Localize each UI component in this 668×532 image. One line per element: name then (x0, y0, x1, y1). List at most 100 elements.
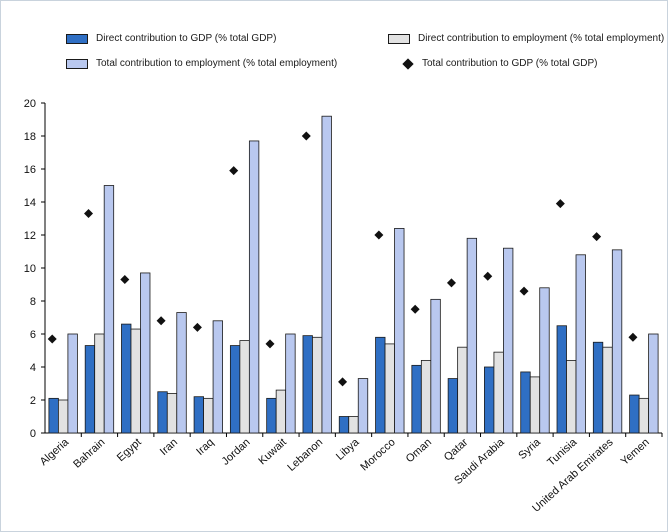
bar-kuwait-s2 (285, 333, 296, 434)
bar-iraq-s1 (203, 397, 214, 434)
legend-label-direct-employment: Direct contribution to employment (% tot… (418, 33, 665, 44)
bar-iran-s0 (157, 391, 168, 434)
chart-markers (47, 131, 638, 387)
y-tick-label-4: 4 (30, 362, 36, 374)
marker-jordan (229, 166, 239, 176)
x-tick-label-morocco: Morocco (358, 436, 397, 473)
bar-syria-s0 (520, 371, 531, 434)
bar-bahrain-s0 (84, 345, 96, 434)
marker-syria (519, 286, 529, 296)
bar-saudi-arabia-s2 (503, 247, 514, 434)
bar-oman-s1 (420, 359, 432, 434)
bar-oman-s2 (430, 298, 441, 434)
bar-libya-s2 (357, 378, 369, 434)
bar-yemen-s2 (648, 333, 659, 434)
marker-iraq (192, 322, 202, 332)
x-tick-label-qatar: Qatar (442, 436, 471, 464)
bar-morocco-s0 (375, 336, 386, 434)
bar-iraq-s0 (193, 396, 204, 434)
bar-qatar-s1 (457, 346, 468, 434)
marker-egypt (120, 275, 130, 285)
marker-libya (338, 377, 348, 387)
bar-egypt-s0 (121, 323, 132, 434)
bar-yemen-s1 (638, 397, 650, 434)
y-tick-label-6: 6 (30, 329, 36, 341)
bar-lebanon-s2 (321, 115, 332, 434)
bar-morocco-s1 (384, 343, 395, 434)
x-tick-label-iraq: Iraq (194, 436, 216, 458)
bar-tunisia-s1 (566, 359, 577, 434)
bar-qatar-s0 (447, 378, 459, 434)
bar-algeria-s2 (67, 333, 78, 434)
marker-bahrain (84, 209, 94, 219)
y-tick-label-12: 12 (24, 230, 36, 242)
legend-label-total-employment: Total contribution to employment (% tota… (96, 58, 338, 69)
marker-oman (410, 304, 420, 314)
bar-saudi-arabia-s1 (493, 351, 504, 434)
x-tick-label-egypt: Egypt (115, 436, 144, 464)
legend-swatch-direct-employment (388, 33, 410, 44)
marker-saudi-arabia (483, 271, 493, 281)
marker-yemen (628, 332, 638, 342)
y-tick-label-18: 18 (24, 131, 36, 143)
bar-kuwait-s1 (275, 389, 287, 434)
x-tick-label-tunisia: Tunisia (545, 436, 580, 469)
bar-kuwait-s0 (266, 397, 277, 434)
bar-libya-s0 (338, 416, 350, 434)
y-tick-label-14: 14 (24, 197, 36, 209)
x-tick-label-kuwait: Kuwait (256, 436, 289, 467)
marker-kuwait (265, 339, 275, 349)
marker-united-arab-emirates (592, 232, 602, 242)
chart-legend: Direct contribution to GDP (% total GDP)… (0, 0, 668, 90)
chart-labels: 0 2 4 6 8 10 12 14 16 18 20 Algeria Bahrain Egypt Iran… (24, 98, 652, 515)
bar-united-arab-emirates-s2 (611, 249, 623, 434)
x-tick-label-algeria: Algeria (38, 436, 72, 468)
legend-swatch-direct-gdp (66, 33, 88, 44)
x-tick-label-jordan: Jordan (220, 436, 253, 467)
bar-united-arab-emirates-s1 (602, 346, 613, 434)
legend-item-total-gdp: Total contribution to GDP (% total GDP) (402, 57, 597, 70)
bar-jordan-s2 (248, 140, 260, 434)
y-tick-label-0: 0 (30, 428, 36, 440)
bar-bahrain-s1 (94, 333, 105, 434)
y-tick-label-8: 8 (30, 296, 36, 308)
y-tick-label-16: 16 (24, 164, 36, 176)
bar-libya-s1 (348, 416, 359, 434)
marker-tunisia (555, 199, 565, 209)
bar-jordan-s1 (239, 340, 250, 434)
legend-item-direct-employment: Direct contribution to employment (% tot… (388, 33, 664, 44)
bar-iran-s1 (166, 392, 178, 434)
bar-yemen-s0 (629, 394, 640, 434)
bar-iraq-s2 (212, 320, 223, 434)
legend-label-direct-gdp: Direct contribution to GDP (% total GDP) (96, 33, 277, 44)
marker-qatar (446, 278, 456, 288)
chart-bars (48, 115, 659, 434)
bar-oman-s0 (411, 364, 422, 434)
bar-algeria-s0 (48, 397, 59, 434)
bar-algeria-s1 (57, 399, 69, 434)
x-tick-label-yemen: Yemen (619, 436, 652, 468)
y-tick-label-2: 2 (30, 395, 36, 407)
bar-jordan-s0 (229, 345, 241, 434)
x-tick-label-libya: Libya (334, 436, 362, 463)
legend-swatch-total-employment (66, 58, 88, 69)
bar-morocco-s2 (394, 227, 405, 434)
bar-syria-s1 (529, 376, 541, 434)
bar-tunisia-s0 (556, 325, 567, 434)
x-tick-label-syria: Syria (516, 436, 543, 462)
marker-iran (156, 316, 166, 326)
bar-lebanon-s0 (302, 335, 313, 434)
legend-item-total-employment: Total contribution to employment (% tota… (66, 58, 337, 69)
x-tick-label-iran: Iran (158, 436, 180, 458)
bar-egypt-s1 (130, 328, 141, 434)
bar-iran-s2 (176, 312, 187, 434)
bar-bahrain-s2 (103, 185, 115, 434)
bar-egypt-s2 (140, 272, 151, 434)
x-tick-label-lebanon: Lebanon (285, 436, 325, 474)
bar-syria-s2 (539, 287, 550, 434)
x-tick-label-bahrain: Bahrain (71, 436, 107, 470)
marker-lebanon (301, 131, 311, 141)
y-tick-label-20: 20 (24, 98, 36, 110)
x-tick-label-oman: Oman (404, 436, 434, 465)
